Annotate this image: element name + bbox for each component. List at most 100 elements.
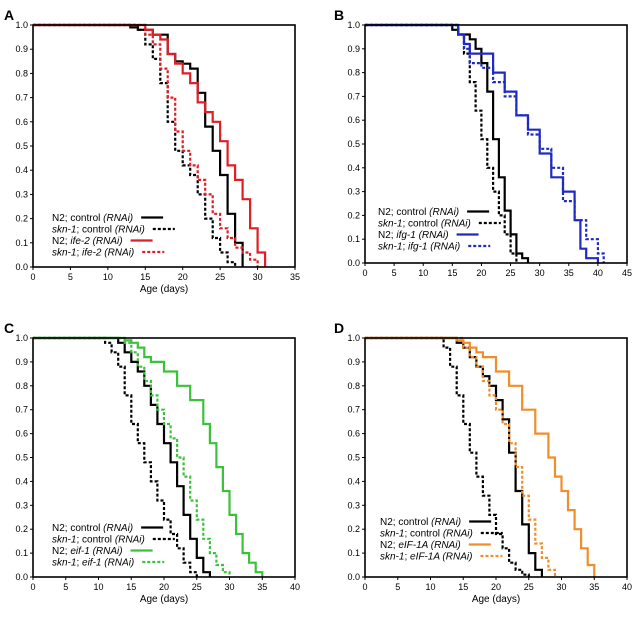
- y-tick-label: 0.3: [347, 187, 360, 197]
- panel-b: B 0.0 0.1 0.2 0.3 0.4 0.5 0.6 0.7 0.8 0.9 1.0 0 5 10 15…: [334, 7, 632, 278]
- x-tick-label: 5: [68, 272, 73, 282]
- y-tick-label: 0.5: [347, 453, 360, 463]
- x-tick-label: 0: [30, 272, 35, 282]
- x-tick-label: 10: [425, 582, 435, 592]
- legend-entry: skn-1; control (RNAi): [378, 219, 471, 230]
- x-tick-label: 15: [126, 582, 136, 592]
- y-tick-label: 0.5: [347, 139, 360, 149]
- y-tick-label: 0.4: [15, 165, 28, 175]
- y-tick-label: 0.2: [15, 214, 28, 224]
- y-tick-label: 0.3: [347, 500, 360, 510]
- x-tick-label: 15: [140, 272, 150, 282]
- x-tick-label: 25: [192, 582, 202, 592]
- x-tick-label: 20: [178, 272, 188, 282]
- x-tick-label: 25: [506, 268, 516, 278]
- y-tick-label: 0.2: [15, 524, 28, 534]
- x-tick-label: 0: [362, 582, 367, 592]
- series-line-2: [33, 336, 198, 577]
- y-tick-label: 0.9: [15, 44, 28, 54]
- y-tick-label: 0.6: [347, 429, 360, 439]
- y-tick-label: 0.5: [15, 453, 28, 463]
- y-tick-label: 0.1: [347, 548, 360, 558]
- x-tick-label: 15: [447, 268, 457, 278]
- x-tick-label: 20: [491, 582, 501, 592]
- panel-label: C: [4, 320, 14, 336]
- y-tick-label: 0.4: [347, 476, 360, 486]
- y-tick-label: 0.2: [347, 524, 360, 534]
- legend-entry: N2; control (RNAi): [378, 207, 459, 218]
- x-tick-label: 35: [589, 582, 599, 592]
- y-tick-label: 0.5: [15, 141, 28, 151]
- x-tick-label: 10: [418, 268, 428, 278]
- series-line-2: [33, 23, 237, 267]
- x-tick-label: 45: [622, 268, 632, 278]
- y-tick-label: 0.0: [15, 262, 28, 272]
- x-tick-label: 35: [257, 582, 267, 592]
- legend-entry: N2; eIF-1A (RNAi): [380, 540, 461, 551]
- x-tick-label: 5: [63, 582, 68, 592]
- legend-entry: skn-1; ifg-1 (RNAi): [378, 242, 460, 253]
- x-tick-label: 30: [253, 272, 263, 282]
- y-tick-label: 0.7: [15, 405, 28, 415]
- x-tick-label: 40: [290, 582, 300, 592]
- y-tick-label: 0.8: [15, 68, 28, 78]
- series-line-3: [365, 336, 596, 577]
- x-tick-label: 10: [103, 272, 113, 282]
- y-tick-label: 0.2: [347, 210, 360, 220]
- y-tick-label: 0.1: [15, 238, 28, 248]
- y-tick-label: 0.7: [15, 93, 28, 103]
- panel-label: D: [334, 320, 344, 336]
- legend-entry: N2; control (RNAi): [52, 523, 133, 534]
- panel-d: D 0.0 0.1 0.2 0.3 0.4 0.5 0.6 0.7 0.8 0.9 1.0 0 5 10 15…: [334, 320, 632, 605]
- x-tick-label: 35: [290, 272, 300, 282]
- legend-entry: N2; ifg-1 (RNAi): [378, 230, 449, 241]
- y-tick-label: 0.6: [15, 117, 28, 127]
- legend-entry: skn-1; eif-1 (RNAi): [52, 558, 134, 569]
- legend-entry: skn-1; control (RNAi): [52, 225, 145, 236]
- y-tick-label: 0.0: [15, 572, 28, 582]
- x-axis-label: Age (days): [140, 284, 188, 295]
- x-tick-label: 30: [556, 582, 566, 592]
- x-tick-label: 25: [215, 272, 225, 282]
- plot-frame: [364, 337, 628, 578]
- series-line-3: [33, 336, 264, 577]
- legend-entry: N2; control (RNAi): [52, 213, 133, 224]
- legend-entry: skn-1; eIF-1A (RNAi): [380, 552, 472, 563]
- series-line-4: [365, 336, 557, 577]
- x-tick-label: 30: [224, 582, 234, 592]
- x-tick-label: 40: [593, 268, 603, 278]
- y-tick-label: 0.1: [15, 548, 28, 558]
- y-tick-label: 0.7: [347, 405, 360, 415]
- y-tick-label: 1.0: [15, 20, 28, 30]
- y-tick-label: 1.0: [347, 20, 360, 30]
- x-tick-label: 25: [524, 582, 534, 592]
- y-tick-label: 0.9: [15, 357, 28, 367]
- panel-a: A 0.0 0.1 0.2 0.3 0.4 0.5 0.6 0.7 0.8 0.9 1.0 0 5 10 15…: [4, 7, 300, 295]
- legend-entry: skn-1; ife-2 (RNAi): [52, 248, 134, 259]
- series-line-4: [365, 23, 605, 263]
- y-tick-label: 0.8: [347, 68, 360, 78]
- y-tick-label: 0.8: [15, 381, 28, 391]
- series-line-3: [33, 23, 267, 267]
- legend-entry: skn-1; control (RNAi): [380, 529, 473, 540]
- x-tick-label: 40: [622, 582, 632, 592]
- y-tick-label: 0.7: [347, 91, 360, 101]
- y-tick-label: 0.6: [15, 429, 28, 439]
- y-tick-label: 0.4: [15, 476, 28, 486]
- y-tick-label: 0.0: [347, 572, 360, 582]
- y-tick-label: 0.3: [15, 500, 28, 510]
- panel-c: C 0.0 0.1 0.2 0.3 0.4 0.5 0.6 0.7 0.8 0.9 1.0 0 5 10 15…: [4, 320, 300, 605]
- y-tick-label: 0.9: [347, 357, 360, 367]
- legend-entry: N2; eif-1 (RNAi): [52, 546, 123, 557]
- x-tick-label: 0: [30, 582, 35, 592]
- legend-entry: N2; control (RNAi): [380, 517, 461, 528]
- legend-entry: skn-1; control (RNAi): [52, 535, 145, 546]
- x-tick-label: 0: [362, 268, 367, 278]
- y-tick-label: 0.0: [347, 258, 360, 268]
- x-axis-label: Age (days): [472, 594, 520, 605]
- x-axis-label: Age (days): [140, 594, 188, 605]
- x-tick-label: 5: [395, 582, 400, 592]
- x-tick-label: 5: [392, 268, 397, 278]
- x-tick-label: 20: [476, 268, 486, 278]
